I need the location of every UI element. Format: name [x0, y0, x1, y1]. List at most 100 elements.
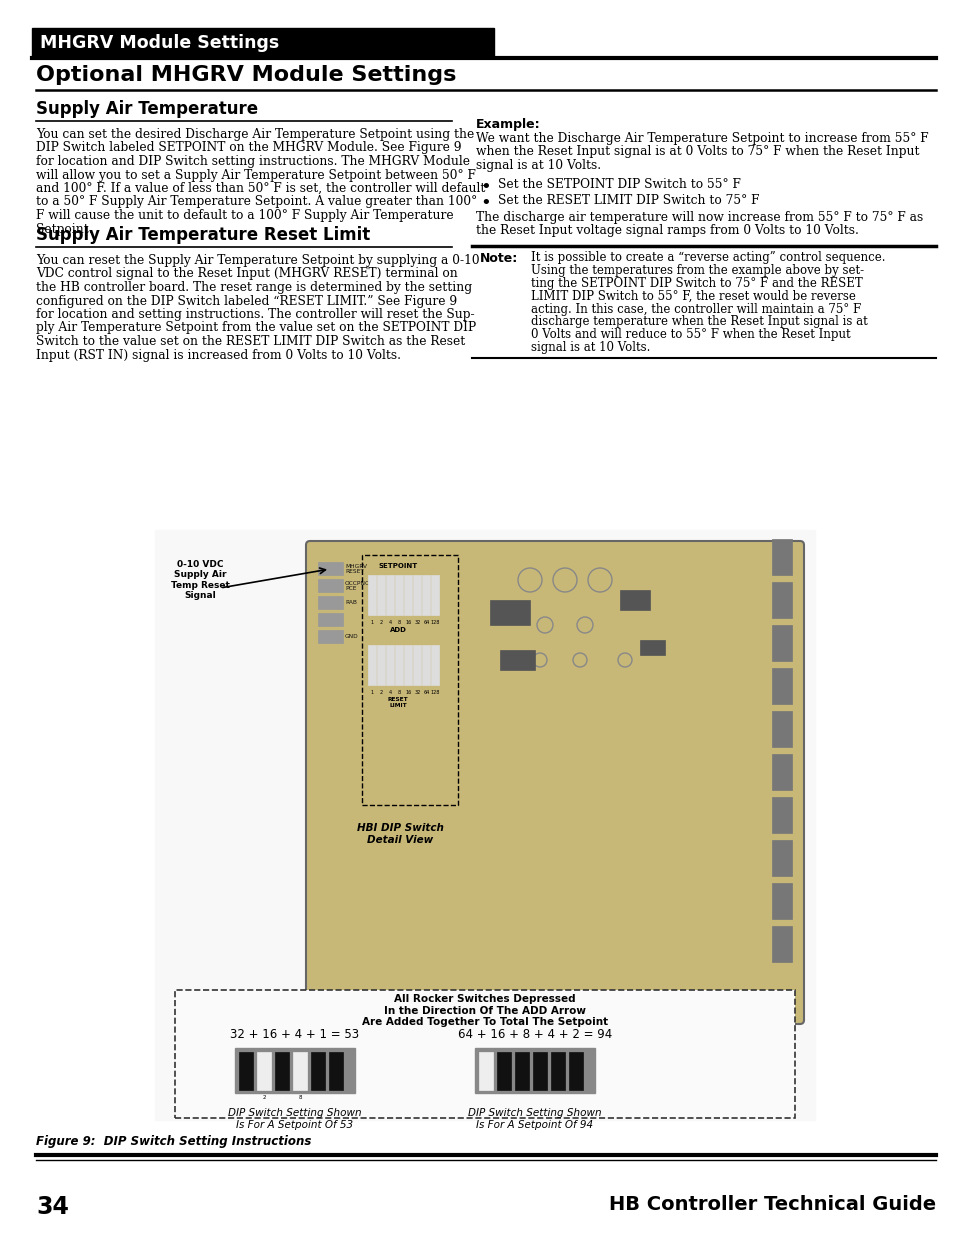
Text: ply Air Temperature Setpoint from the value set on the SETPOINT DIP: ply Air Temperature Setpoint from the va… — [36, 321, 476, 335]
Text: 64: 64 — [423, 620, 429, 625]
Text: when the Reset Input signal is at 0 Volts to 75° F when the Reset Input: when the Reset Input signal is at 0 Volt… — [476, 146, 919, 158]
Text: 64: 64 — [423, 690, 429, 695]
Text: HBI DIP Switch
Detail View: HBI DIP Switch Detail View — [356, 823, 443, 845]
Bar — [239, 1052, 253, 1091]
Text: All Rocker Switches Depressed
In the Direction Of The ADD Arrow
Are Added Togeth: All Rocker Switches Depressed In the Dir… — [361, 994, 607, 1028]
Text: Supply Air Temperature Reset Limit: Supply Air Temperature Reset Limit — [36, 226, 370, 245]
Bar — [771, 883, 791, 919]
Bar — [376, 576, 385, 615]
Bar — [771, 840, 791, 876]
Bar — [551, 1052, 564, 1091]
Text: discharge temperature when the Reset Input signal is at: discharge temperature when the Reset Inp… — [531, 315, 867, 329]
Bar — [376, 645, 385, 685]
Text: OCCPNC
PCE: OCCPNC PCE — [345, 580, 370, 592]
Bar — [431, 576, 438, 615]
Text: Switch to the value set on the RESET LIMIT DIP Switch as the Reset: Switch to the value set on the RESET LIM… — [36, 335, 465, 348]
Text: 32: 32 — [333, 1095, 339, 1100]
Bar — [771, 926, 791, 962]
Bar — [386, 645, 394, 685]
Text: 1: 1 — [371, 620, 374, 625]
Bar — [311, 1052, 325, 1091]
Text: the Reset Input voltage signal ramps from 0 Volts to 10 Volts.: the Reset Input voltage signal ramps fro… — [476, 224, 858, 237]
Bar — [256, 1052, 271, 1091]
Text: •: • — [480, 179, 491, 196]
Text: DIP Switch labeled SETPOINT on the MHGRV Module. See Figure 9: DIP Switch labeled SETPOINT on the MHGRV… — [36, 142, 461, 154]
Text: 16: 16 — [314, 1095, 321, 1100]
Text: 128: 128 — [431, 690, 439, 695]
Bar — [639, 640, 664, 655]
Bar — [475, 1049, 595, 1093]
Bar — [274, 1052, 289, 1091]
Bar — [329, 1052, 343, 1091]
Text: 1: 1 — [371, 690, 374, 695]
Text: signal is at 10 Volts.: signal is at 10 Volts. — [531, 341, 650, 354]
Bar — [421, 645, 430, 685]
Bar — [154, 530, 814, 1120]
Text: Figure 9:  DIP Switch Setting Instructions: Figure 9: DIP Switch Setting Instruction… — [36, 1135, 311, 1149]
Text: for location and DIP Switch setting instructions. The MHGRV Module: for location and DIP Switch setting inst… — [36, 156, 470, 168]
Text: 0 Volts and will reduce to 55° F when the Reset Input: 0 Volts and will reduce to 55° F when th… — [531, 329, 850, 341]
Text: 2: 2 — [379, 690, 383, 695]
Bar — [317, 597, 343, 609]
Text: We want the Discharge Air Temperature Setpoint to increase from 55° F: We want the Discharge Air Temperature Se… — [476, 132, 927, 144]
Text: 16: 16 — [405, 620, 411, 625]
Text: Example:: Example: — [476, 119, 540, 131]
Text: It is possible to create a “reverse acting” control sequence.: It is possible to create a “reverse acti… — [531, 252, 884, 264]
Text: ting the SETPOINT DIP Switch to 75° F and the RESET: ting the SETPOINT DIP Switch to 75° F an… — [531, 277, 862, 290]
Bar — [499, 650, 535, 671]
Text: Using the temperatures from the example above by set-: Using the temperatures from the example … — [531, 264, 863, 278]
Bar — [386, 576, 394, 615]
Text: 32 + 16 + 4 + 1 = 53: 32 + 16 + 4 + 1 = 53 — [231, 1028, 359, 1041]
Bar — [234, 1049, 355, 1093]
Bar — [421, 576, 430, 615]
Text: •: • — [480, 194, 491, 212]
Text: LIMIT DIP Switch to 55° F, the reset would be reverse: LIMIT DIP Switch to 55° F, the reset wou… — [531, 290, 855, 303]
Bar — [771, 582, 791, 618]
Text: 34: 34 — [36, 1195, 69, 1219]
Bar — [497, 1052, 511, 1091]
Text: F will cause the unit to default to a 100° F Supply Air Temperature: F will cause the unit to default to a 10… — [36, 209, 453, 222]
Bar — [771, 538, 791, 576]
Text: ADD: ADD — [389, 627, 406, 634]
Text: DIP Switch Setting Shown
Is For A Setpoint Of 94: DIP Switch Setting Shown Is For A Setpoi… — [468, 1108, 601, 1130]
Bar — [317, 630, 343, 643]
Bar — [293, 1052, 307, 1091]
Bar — [368, 576, 375, 615]
Bar — [568, 1052, 582, 1091]
Bar — [478, 1052, 493, 1091]
Text: Setpoint.: Setpoint. — [36, 222, 92, 236]
Bar — [317, 562, 343, 576]
Text: 2: 2 — [262, 1095, 266, 1100]
Text: HB Controller Technical Guide: HB Controller Technical Guide — [608, 1195, 935, 1214]
Bar — [395, 645, 402, 685]
Text: Set the SETPOINT DIP Switch to 55° F: Set the SETPOINT DIP Switch to 55° F — [497, 179, 740, 191]
Bar — [619, 590, 649, 610]
Bar — [395, 576, 402, 615]
Text: 2: 2 — [379, 620, 383, 625]
Bar — [771, 755, 791, 790]
Bar — [515, 1052, 529, 1091]
Bar — [490, 600, 530, 625]
Text: 8: 8 — [397, 690, 400, 695]
FancyBboxPatch shape — [306, 541, 803, 1024]
Text: Optional MHGRV Module Settings: Optional MHGRV Module Settings — [36, 65, 456, 85]
Text: the HB controller board. The reset range is determined by the setting: the HB controller board. The reset range… — [36, 282, 472, 294]
Text: SETPOINT: SETPOINT — [378, 563, 417, 569]
Text: GND: GND — [345, 635, 358, 640]
Text: You can reset the Supply Air Temperature Setpoint by supplying a 0-10: You can reset the Supply Air Temperature… — [36, 254, 479, 267]
Text: 4: 4 — [389, 620, 392, 625]
Bar — [413, 645, 420, 685]
Text: VDC control signal to the Reset Input (MHGRV RESET) terminal on: VDC control signal to the Reset Input (M… — [36, 268, 457, 280]
Bar — [32, 28, 494, 58]
Text: configured on the DIP Switch labeled “RESET LIMIT.” See Figure 9: configured on the DIP Switch labeled “RE… — [36, 294, 456, 308]
Text: 8: 8 — [397, 620, 400, 625]
Bar — [317, 613, 343, 626]
Bar — [771, 668, 791, 704]
Text: RESET
LIMIT: RESET LIMIT — [387, 697, 408, 708]
Bar — [533, 1052, 546, 1091]
Text: for location and setting instructions. The controller will reset the Sup-: for location and setting instructions. T… — [36, 308, 475, 321]
Bar — [771, 711, 791, 747]
Text: Note:: Note: — [479, 252, 517, 264]
Text: 128: 128 — [431, 620, 439, 625]
Text: 16: 16 — [405, 690, 411, 695]
